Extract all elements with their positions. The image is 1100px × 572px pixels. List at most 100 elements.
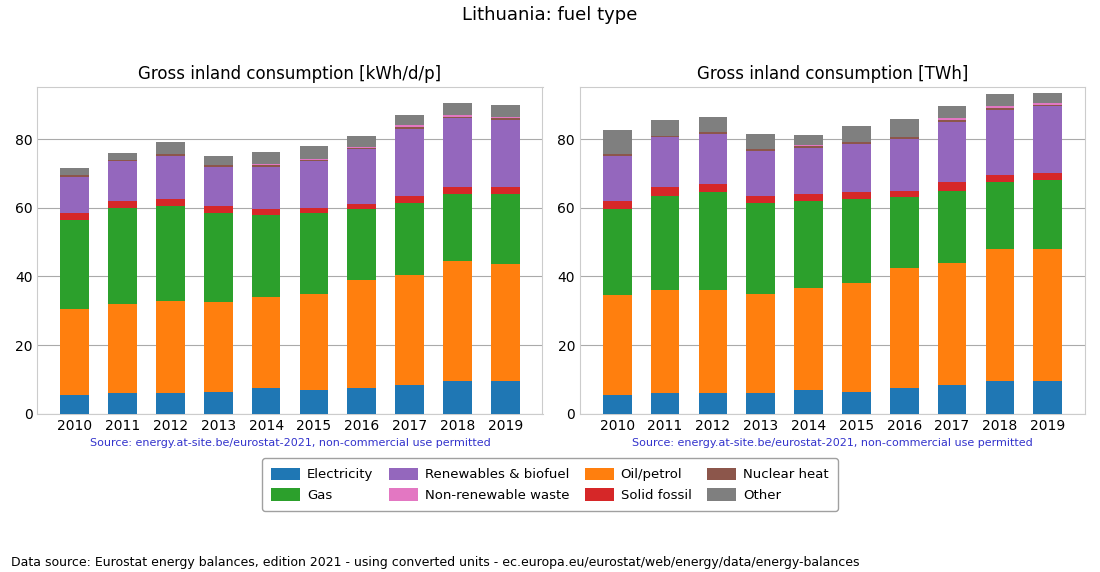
Bar	[204, 392, 232, 414]
Bar	[60, 177, 89, 213]
Bar	[395, 125, 424, 127]
Bar	[986, 94, 1014, 106]
Bar	[794, 135, 823, 145]
Bar	[204, 165, 232, 166]
Bar	[747, 394, 776, 414]
Bar	[395, 275, 424, 385]
Bar	[491, 382, 519, 414]
Bar	[299, 159, 328, 160]
Bar	[651, 136, 680, 137]
Bar	[890, 197, 918, 268]
Bar	[843, 126, 871, 142]
Bar	[1033, 105, 1062, 106]
Bar	[299, 146, 328, 159]
Bar	[698, 184, 727, 192]
Bar	[60, 395, 89, 414]
Bar	[299, 208, 328, 213]
Bar	[204, 156, 232, 165]
Bar	[108, 153, 138, 160]
Bar	[937, 106, 967, 118]
Bar	[747, 134, 776, 149]
Bar	[843, 283, 871, 392]
Bar	[491, 105, 519, 117]
Bar	[348, 280, 376, 388]
Bar	[108, 208, 138, 304]
Bar	[60, 213, 89, 220]
Title: Gross inland consumption [TWh]: Gross inland consumption [TWh]	[696, 65, 968, 83]
Bar	[60, 168, 89, 175]
Bar	[299, 161, 328, 208]
Bar	[443, 187, 472, 194]
Bar	[299, 160, 328, 161]
Bar	[843, 192, 871, 199]
Bar	[890, 120, 918, 137]
Bar	[60, 175, 89, 177]
Bar	[698, 290, 727, 394]
Bar	[603, 395, 631, 414]
Bar	[252, 164, 280, 165]
Bar	[348, 209, 376, 280]
Bar	[1033, 382, 1062, 414]
Bar	[348, 136, 376, 147]
Bar	[156, 199, 185, 206]
Bar	[443, 261, 472, 382]
Bar	[986, 175, 1014, 182]
Bar	[108, 201, 138, 208]
Bar	[252, 166, 280, 209]
Bar	[747, 151, 776, 196]
Bar	[937, 263, 967, 385]
Bar	[443, 103, 472, 115]
Bar	[348, 204, 376, 209]
Bar	[443, 194, 472, 261]
Bar	[395, 127, 424, 129]
Bar	[443, 382, 472, 414]
Bar	[252, 297, 280, 388]
Bar	[252, 214, 280, 297]
Bar	[698, 192, 727, 290]
Bar	[747, 149, 776, 151]
Title: Gross inland consumption [kWh/d/p]: Gross inland consumption [kWh/d/p]	[139, 65, 441, 83]
Bar	[698, 134, 727, 184]
Bar	[156, 206, 185, 300]
Bar	[651, 137, 680, 187]
Bar	[651, 290, 680, 394]
Bar	[937, 190, 967, 263]
Bar	[156, 300, 185, 394]
Bar	[204, 213, 232, 302]
Bar	[299, 293, 328, 390]
Bar	[156, 394, 185, 414]
Bar	[937, 120, 967, 122]
Bar	[747, 196, 776, 202]
Bar	[651, 120, 680, 136]
Bar	[937, 385, 967, 414]
Bar	[491, 187, 519, 194]
Bar	[698, 394, 727, 414]
Bar	[651, 187, 680, 196]
Bar	[747, 202, 776, 293]
Bar	[443, 118, 472, 187]
Bar	[986, 249, 1014, 382]
Bar	[794, 390, 823, 414]
Bar	[491, 118, 519, 120]
Bar	[204, 206, 232, 213]
Bar	[348, 148, 376, 149]
Bar	[395, 115, 424, 125]
Bar	[603, 209, 631, 295]
Bar	[443, 117, 472, 118]
Bar	[491, 264, 519, 382]
Bar	[890, 268, 918, 388]
Bar	[986, 108, 1014, 110]
Bar	[603, 156, 631, 201]
Bar	[1033, 173, 1062, 180]
Bar	[60, 309, 89, 395]
Bar	[252, 209, 280, 214]
Bar	[1033, 180, 1062, 249]
Bar	[794, 148, 823, 194]
Bar	[108, 304, 138, 394]
Bar	[395, 202, 424, 275]
Bar	[937, 182, 967, 190]
Bar	[794, 201, 823, 288]
Bar	[843, 144, 871, 192]
Bar	[252, 165, 280, 166]
Bar	[603, 130, 631, 154]
